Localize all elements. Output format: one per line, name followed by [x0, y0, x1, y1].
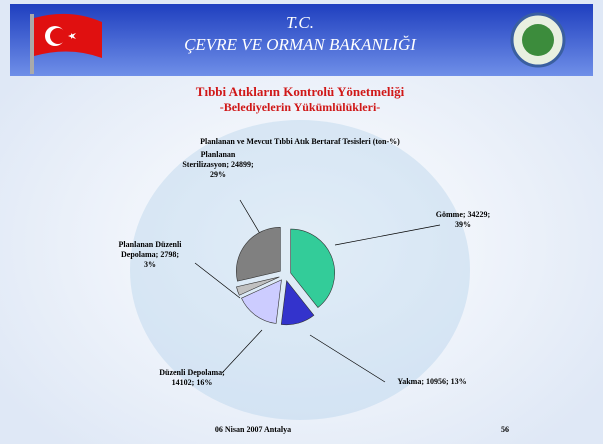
- logo: [512, 14, 564, 66]
- data-label: 3%: [144, 260, 156, 269]
- slide-title: Tıbbi Atıkların Kontrolü Yönetmeliği: [196, 84, 405, 99]
- header-line2: ÇEVRE VE ORMAN BAKANLIĞI: [184, 35, 417, 54]
- footer-date: 06 Nisan 2007 Antalya: [215, 425, 291, 434]
- data-label: 39%: [455, 220, 471, 229]
- data-label: Sterilizasyon; 24899;: [182, 160, 254, 169]
- header-line1: T.C.: [286, 13, 314, 32]
- data-label: Depolama; 2798;: [121, 250, 179, 259]
- data-label: Yakma; 10956; 13%: [397, 377, 466, 386]
- footer-page: 56: [501, 425, 509, 434]
- data-label: Düzenli Depolama;: [159, 368, 225, 377]
- slide: T.C. ÇEVRE VE ORMAN BAKANLIĞI Tıbbi Atık…: [0, 0, 603, 444]
- data-label: 29%: [210, 170, 226, 179]
- chart-title: Planlanan ve Mevcut Tıbbi Atık Bertaraf …: [200, 137, 400, 146]
- slide-subtitle: -Belediyelerin Yükümlülükleri-: [220, 100, 381, 114]
- data-label: Planlanan: [201, 150, 236, 159]
- data-label: 14102; 16%: [172, 378, 213, 387]
- data-label: Gömme; 34229;: [436, 210, 491, 219]
- data-label: Planlanan Düzenli: [119, 240, 183, 249]
